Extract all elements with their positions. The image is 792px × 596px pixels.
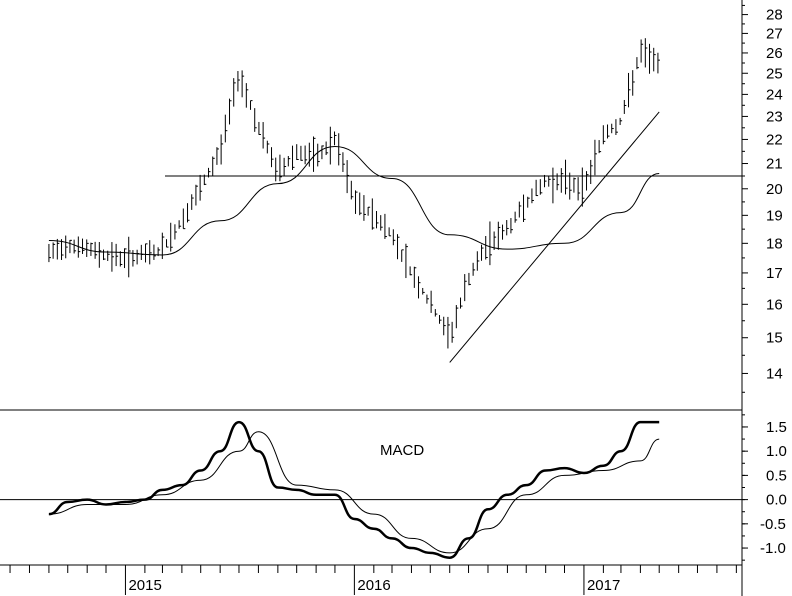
price-tick-label: 27 bbox=[766, 25, 783, 42]
price-tick-label: 17 bbox=[766, 265, 783, 282]
price-tick-label: 15 bbox=[766, 330, 783, 347]
price-tick-label: 22 bbox=[766, 131, 783, 148]
price-tick-label: 24 bbox=[766, 86, 783, 103]
year-label: 2017 bbox=[587, 577, 620, 594]
trendline bbox=[449, 111, 660, 363]
macd-tick-label: 1.5 bbox=[766, 419, 787, 436]
macd-title: MACD bbox=[380, 442, 424, 459]
price-tick-label: 28 bbox=[766, 7, 783, 24]
macd-tick-label: 1.0 bbox=[766, 443, 787, 460]
macd-panel bbox=[0, 420, 742, 559]
price-tick-label: 23 bbox=[766, 108, 783, 125]
macd-tick-label: -1.0 bbox=[760, 540, 786, 557]
year-label: 2016 bbox=[357, 577, 390, 594]
macd-tick-label: -0.5 bbox=[760, 516, 786, 533]
price-tick-label: 14 bbox=[766, 365, 783, 382]
macd-tick-label: 0.5 bbox=[766, 467, 787, 484]
price-tick-label: 21 bbox=[766, 156, 783, 173]
price-tick-label: 18 bbox=[766, 235, 783, 252]
price-tick-label: 20 bbox=[766, 181, 783, 198]
price-tick-label: 25 bbox=[766, 65, 783, 82]
price-tick-label: 26 bbox=[766, 45, 783, 62]
price-panel bbox=[48, 38, 742, 363]
macd-line bbox=[48, 420, 660, 559]
moving-average-line bbox=[48, 145, 660, 256]
macd-tick-label: 0.0 bbox=[766, 492, 787, 509]
price-tick-label: 19 bbox=[766, 207, 783, 224]
macd-signal-line bbox=[48, 431, 660, 554]
year-label: 2015 bbox=[128, 577, 161, 594]
price-tick-label: 16 bbox=[766, 296, 783, 313]
